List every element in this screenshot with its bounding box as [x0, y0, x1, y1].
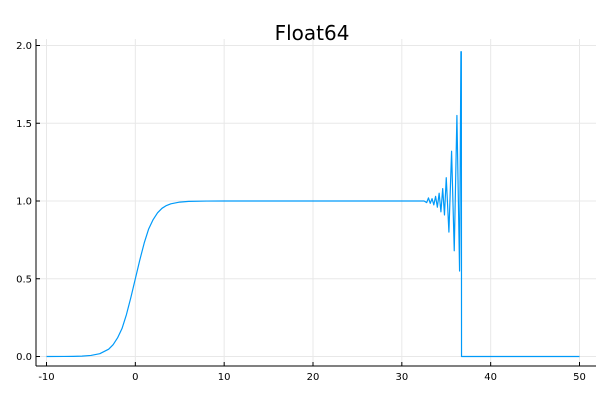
- x-tick-label: 10: [218, 372, 231, 383]
- plot-area: [46, 51, 580, 358]
- grid: [36, 39, 596, 366]
- axes: [35, 39, 596, 367]
- y-tick-label: 0.0: [16, 352, 32, 363]
- series-line: [46, 51, 580, 358]
- y-tick-label: 1.0: [16, 197, 32, 208]
- x-tick-label: -10: [38, 372, 54, 383]
- y-tick-label: 1.5: [16, 119, 32, 130]
- x-tick-label: 30: [395, 372, 408, 383]
- chart-title: Float64: [275, 21, 350, 45]
- ticks: -10 0 10 20 30 40 50 0.0 0.5 1.0 1.5 2.0: [16, 41, 586, 383]
- x-tick-label: 0: [132, 372, 138, 383]
- y-tick-label: 0.5: [16, 274, 32, 285]
- x-tick-label: 40: [484, 372, 497, 383]
- x-tick-label: 50: [573, 372, 586, 383]
- y-tick-label: 2.0: [16, 41, 32, 52]
- x-tick-label: 20: [307, 372, 320, 383]
